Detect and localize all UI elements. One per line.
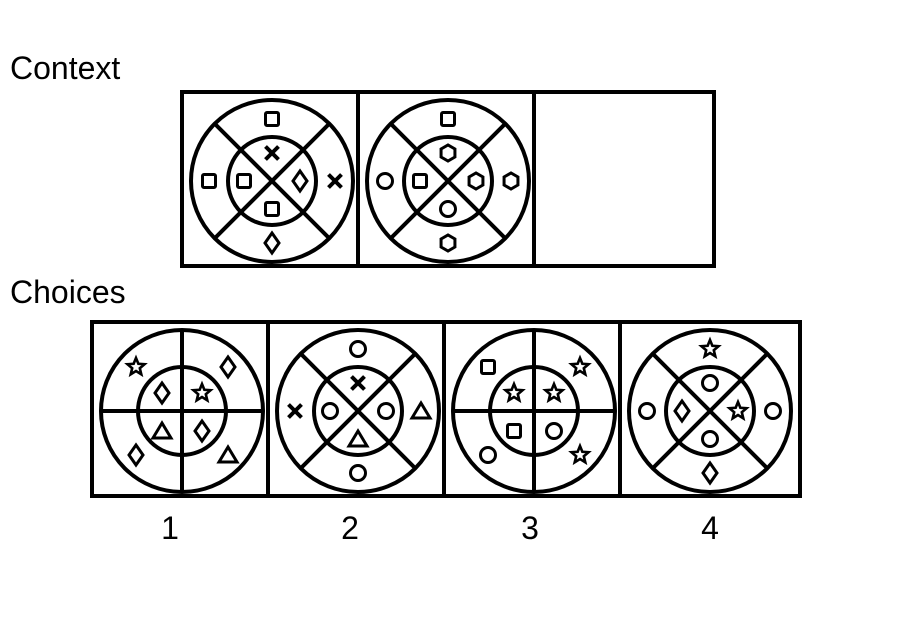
outer-ring (365, 98, 531, 264)
choice-panel-1 (94, 324, 270, 494)
circle-icon (439, 200, 457, 218)
square-icon (412, 173, 428, 189)
diamond-icon (127, 442, 145, 468)
square-icon (506, 423, 522, 439)
choice-panel-3 (446, 324, 622, 494)
choice-label-2: 2 (341, 510, 359, 546)
square-icon (264, 201, 280, 217)
context-blank-panel (536, 94, 712, 264)
square-icon (264, 111, 280, 127)
x-icon (327, 173, 343, 189)
choice-panel-2 (270, 324, 446, 494)
circle-icon (376, 172, 394, 190)
star-icon (698, 336, 722, 360)
hexagon-icon (439, 143, 457, 163)
x-icon (350, 375, 366, 391)
circle-icon (701, 374, 719, 392)
hexagon-icon (439, 233, 457, 253)
context-heading: Context (10, 50, 121, 86)
inner-ring (402, 135, 494, 227)
triangle-icon (409, 400, 433, 420)
triangle-icon (216, 444, 240, 464)
outer-ring (189, 98, 355, 264)
square-icon (480, 359, 496, 375)
triangle-icon (346, 428, 370, 448)
circle-icon (764, 402, 782, 420)
diamond-icon (153, 380, 171, 406)
choices-panel-row (90, 320, 802, 498)
circle-icon (638, 402, 656, 420)
circle-icon (479, 446, 497, 464)
circle-icon (349, 340, 367, 358)
x-icon (264, 145, 280, 161)
panel-figure (99, 328, 265, 494)
inner-ring (312, 365, 404, 457)
choice-label-4: 4 (701, 510, 719, 546)
context-panel-1 (184, 94, 360, 264)
panel-figure (451, 328, 617, 494)
square-icon (236, 173, 252, 189)
star-icon (726, 398, 750, 422)
star-icon (124, 354, 148, 378)
square-icon (201, 173, 217, 189)
diamond-icon (291, 168, 309, 194)
outer-ring (627, 328, 793, 494)
panel-figure (365, 98, 531, 264)
x-icon (287, 403, 303, 419)
circle-icon (349, 464, 367, 482)
circle-icon (545, 422, 563, 440)
inner-ring (664, 365, 756, 457)
star-icon (190, 380, 214, 404)
context-panel-2 (360, 94, 536, 264)
diamond-icon (673, 398, 691, 424)
star-icon (568, 442, 592, 466)
diamond-icon (219, 354, 237, 380)
triangle-icon (150, 420, 174, 440)
inner-ring (226, 135, 318, 227)
circle-icon (701, 430, 719, 448)
circle-icon (321, 402, 339, 420)
choice-panel-4 (622, 324, 798, 494)
star-icon (542, 380, 566, 404)
outer-ring (275, 328, 441, 494)
choices-heading: Choices (10, 274, 126, 310)
choice-label-1: 1 (161, 510, 179, 546)
diamond-icon (193, 418, 211, 444)
context-panel-row (180, 90, 716, 268)
hexagon-icon (467, 171, 485, 191)
panel-figure (627, 328, 793, 494)
panel-figure (189, 98, 355, 264)
choice-label-3: 3 (521, 510, 539, 546)
diamond-icon (263, 230, 281, 256)
star-icon (568, 354, 592, 378)
circle-icon (377, 402, 395, 420)
star-icon (502, 380, 526, 404)
square-icon (440, 111, 456, 127)
panel-figure (275, 328, 441, 494)
hexagon-icon (502, 171, 520, 191)
diamond-icon (701, 460, 719, 486)
